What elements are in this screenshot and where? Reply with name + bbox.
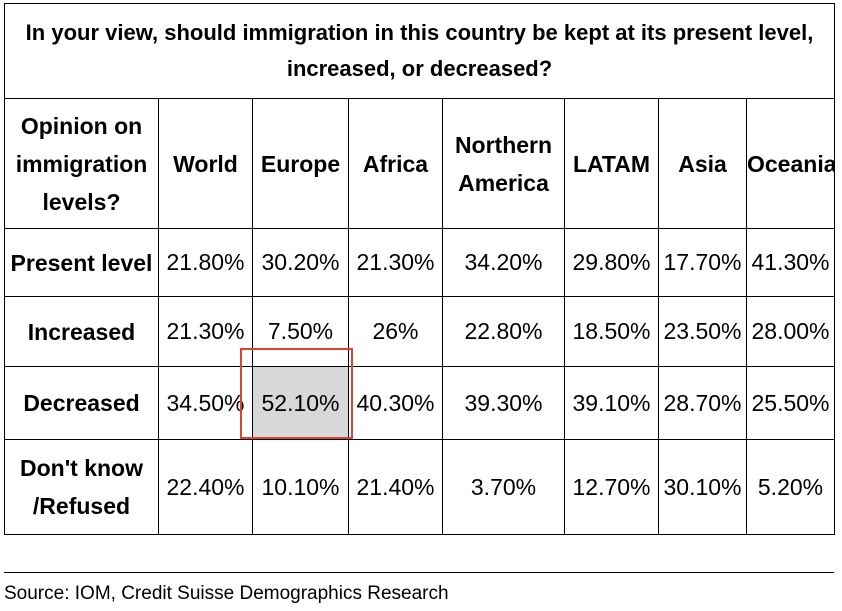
row-header-cell: Opinion on immigration levels? <box>4 98 159 229</box>
table-row: Present level 21.80% 30.20% 21.30% 34.20% 29.… <box>4 228 836 297</box>
column-header-oceania: Oceania <box>745 98 836 229</box>
value-cell: 12.70% <box>564 439 659 535</box>
table-title: In your view, should immigration in this… <box>3 3 836 99</box>
row-label-increased: Increased <box>4 296 159 367</box>
value-cell: 21.40% <box>348 439 443 535</box>
value-cell: 3.70% <box>442 439 565 535</box>
value-cell: 40.30% <box>348 366 443 440</box>
highlighted-cell: 52.10% <box>252 366 349 440</box>
value-cell: 28.70% <box>658 366 747 440</box>
value-cell: 41.30% <box>745 228 836 297</box>
column-header-africa: Africa <box>348 98 443 229</box>
value-cell: 5.20% <box>745 439 836 535</box>
source-divider <box>4 572 834 573</box>
value-cell: 21.30% <box>348 228 443 297</box>
column-header-world: World <box>158 98 253 229</box>
value-cell: 30.10% <box>658 439 747 535</box>
value-cell: 7.50% <box>252 296 349 367</box>
value-cell: 30.20% <box>252 228 349 297</box>
row-label-don-t-know-refused: Don't know /Refused <box>4 439 159 535</box>
header-row: Opinion on immigration levels? World Euro… <box>4 98 836 229</box>
value-cell: 25.50% <box>745 366 836 440</box>
column-header-latam: LATAM <box>564 98 659 229</box>
value-cell: 10.10% <box>252 439 349 535</box>
value-cell: 28.00% <box>745 296 836 367</box>
value-cell: 39.30% <box>442 366 565 440</box>
value-cell: 17.70% <box>658 228 747 297</box>
value-cell: 21.30% <box>158 296 253 367</box>
value-cell: 29.80% <box>564 228 659 297</box>
value-cell: 34.20% <box>442 228 565 297</box>
table-row: Decreased 34.50% 52.10% 40.30% 39.30% 39.10% 2… <box>4 366 836 440</box>
table-row: Increased 21.30% 7.50% 26% 22.80% 18.50% 23.50… <box>4 296 836 367</box>
opinion-table: In your view, should immigration in this… <box>3 3 836 535</box>
value-cell: 22.80% <box>442 296 565 367</box>
source-note: Source: IOM, Credit Suisse Demographics … <box>4 583 449 604</box>
value-cell: 21.80% <box>158 228 253 297</box>
row-label-present-level: Present level <box>4 228 159 297</box>
column-header-northern-america: Northern America <box>442 98 565 229</box>
value-cell: 23.50% <box>658 296 747 367</box>
value-cell: 34.50% <box>158 366 253 440</box>
value-cell: 18.50% <box>564 296 659 367</box>
value-cell: 39.10% <box>564 366 659 440</box>
row-label-decreased: Decreased <box>4 366 159 440</box>
value-cell: 22.40% <box>158 439 253 535</box>
value-cell: 26% <box>348 296 443 367</box>
column-header-asia: Asia <box>658 98 747 229</box>
table-row: Don't know /Refused 22.40% 10.10% 21.40% 3.7… <box>4 439 836 535</box>
column-header-europe: Europe <box>252 98 349 229</box>
